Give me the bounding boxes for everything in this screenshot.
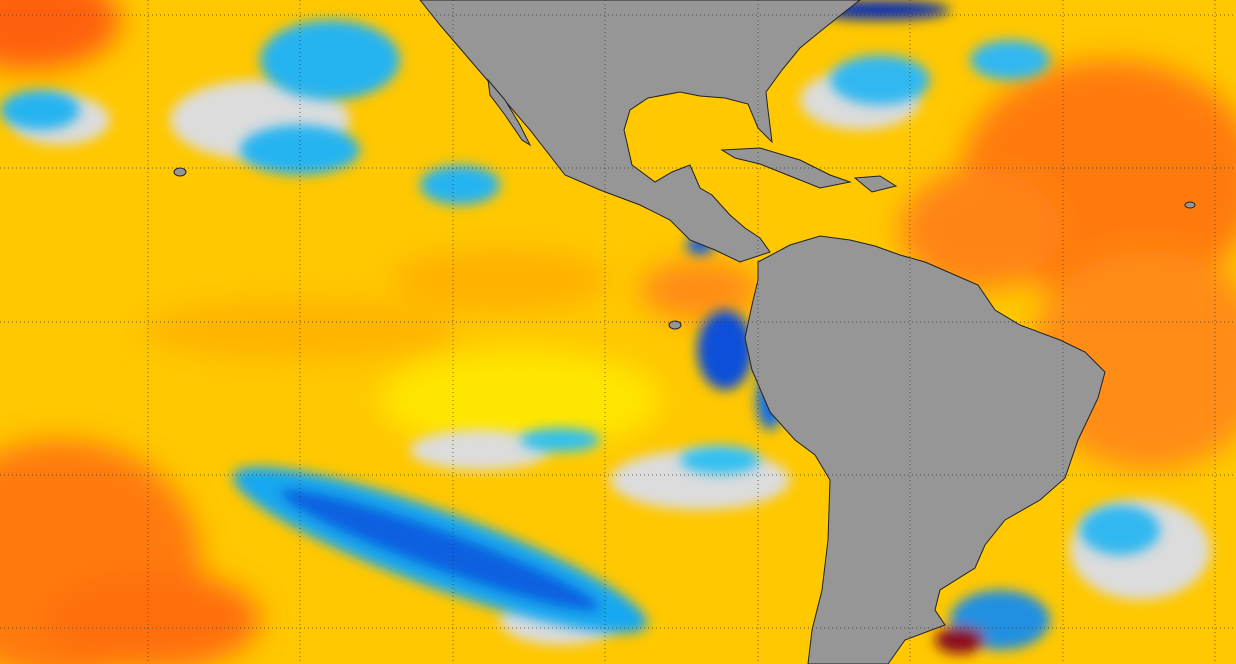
north-america [419, 0, 861, 263]
island [173, 167, 187, 177]
south-america [744, 235, 1106, 664]
cool-anomalies [0, 0, 1160, 654]
island [668, 320, 682, 330]
cuba [720, 147, 852, 189]
land [173, 0, 1196, 664]
island [1184, 201, 1196, 209]
baja-california [487, 78, 532, 147]
hispaniola [853, 175, 898, 193]
